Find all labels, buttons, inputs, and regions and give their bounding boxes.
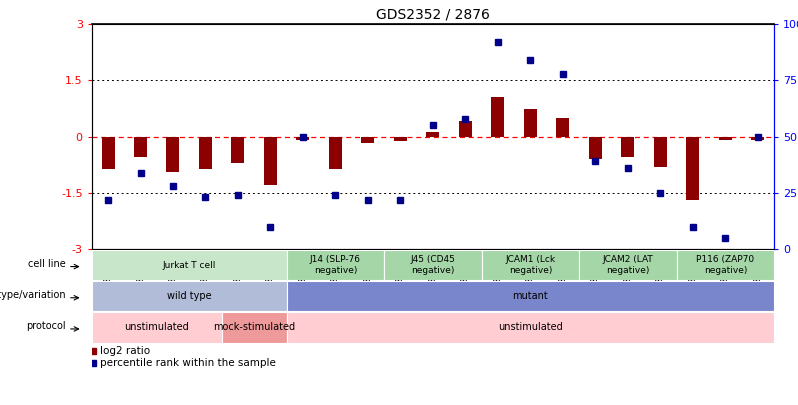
Bar [686, 137, 699, 200]
Bar [426, 132, 440, 137]
Text: protocol: protocol [26, 321, 66, 331]
Bar [134, 137, 147, 157]
Bar [101, 137, 115, 168]
Text: wild type: wild type [167, 291, 211, 301]
Bar [751, 137, 764, 140]
Bar [556, 118, 569, 137]
Bar [384, 250, 482, 280]
Bar [199, 137, 212, 168]
Bar [589, 137, 602, 159]
Bar [92, 312, 222, 343]
Bar [654, 137, 667, 167]
Bar [92, 281, 286, 311]
Bar [719, 137, 732, 141]
Text: log2 ratio: log2 ratio [101, 346, 151, 356]
Bar [329, 137, 342, 168]
Text: unstimulated: unstimulated [124, 322, 189, 333]
Text: P116 (ZAP70
negative): P116 (ZAP70 negative) [697, 256, 754, 275]
Text: Jurkat T cell: Jurkat T cell [163, 260, 216, 270]
Bar [579, 250, 677, 280]
Text: genotype/variation: genotype/variation [0, 290, 66, 300]
Bar [394, 137, 407, 141]
Bar [523, 109, 537, 137]
Bar [167, 137, 180, 172]
Bar [286, 312, 774, 343]
Text: mock-stimulated: mock-stimulated [213, 322, 295, 333]
Bar [222, 312, 286, 343]
Bar [264, 137, 277, 185]
Bar [492, 97, 504, 137]
Text: percentile rank within the sample: percentile rank within the sample [101, 358, 276, 368]
Text: J14 (SLP-76
negative): J14 (SLP-76 negative) [310, 256, 361, 275]
Title: GDS2352 / 2876: GDS2352 / 2876 [376, 8, 490, 22]
Text: JCAM1 (Lck
negative): JCAM1 (Lck negative) [505, 256, 555, 275]
Bar [286, 281, 774, 311]
Bar [677, 250, 774, 280]
Text: mutant: mutant [512, 291, 548, 301]
Text: JCAM2 (LAT
negative): JCAM2 (LAT negative) [602, 256, 654, 275]
Bar [482, 250, 579, 280]
Bar [361, 137, 374, 143]
Bar [92, 250, 286, 280]
Text: J45 (CD45
negative): J45 (CD45 negative) [410, 256, 456, 275]
Bar [231, 137, 244, 163]
Bar [286, 250, 384, 280]
Text: unstimulated: unstimulated [498, 322, 563, 333]
Bar [297, 137, 310, 141]
Text: cell line: cell line [28, 258, 66, 269]
Bar [622, 137, 634, 157]
Bar [459, 121, 472, 137]
